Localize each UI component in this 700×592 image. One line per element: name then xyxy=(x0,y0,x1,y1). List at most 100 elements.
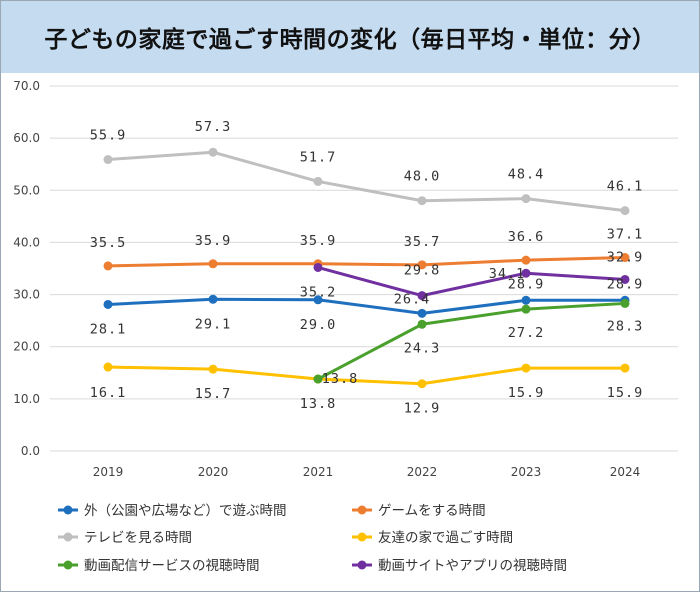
chart-title: 子どもの家庭で過ごす時間の変化（毎日平均・単位：分） xyxy=(44,27,656,53)
data-label: 46.1 xyxy=(607,179,644,195)
data-point xyxy=(103,362,113,372)
data-point xyxy=(103,299,113,309)
y-tick-label: 50.0 xyxy=(13,183,40,197)
series-line xyxy=(317,301,626,381)
data-label: 13.8 xyxy=(322,371,359,387)
gridlines xyxy=(50,85,678,452)
legend-marker xyxy=(357,560,367,570)
data-point xyxy=(620,363,630,373)
data-label: 26.4 xyxy=(394,291,431,307)
y-axis: 0.0 10.0 20.0 30.0 40.0 50.0 60.0 70.0 xyxy=(13,79,40,458)
data-label: 16.1 xyxy=(90,385,127,401)
series-line xyxy=(107,297,625,315)
data-point xyxy=(103,261,113,271)
y-tick-label: 40.0 xyxy=(13,235,40,249)
title-bar: 子どもの家庭で過ごす時間の変化（毎日平均・単位：分） xyxy=(1,1,699,73)
x-tick-label: 2021 xyxy=(303,465,334,479)
data-point xyxy=(620,298,630,308)
data-point xyxy=(417,379,427,389)
x-tick-label: 2023 xyxy=(511,465,542,479)
data-point xyxy=(417,291,427,301)
data-point xyxy=(521,363,531,373)
data-label: 24.3 xyxy=(404,340,441,356)
data-label: 35.9 xyxy=(300,233,337,249)
x-tick-label: 2024 xyxy=(610,465,641,479)
data-point xyxy=(313,374,323,384)
data-label: 28.9 xyxy=(508,276,545,292)
data-point xyxy=(521,268,531,278)
series-line xyxy=(317,266,626,298)
legend-marker xyxy=(63,505,73,515)
legend-marker xyxy=(357,532,367,542)
data-point xyxy=(313,176,323,186)
data-point xyxy=(417,260,427,270)
data-label: 15.9 xyxy=(607,385,644,401)
x-tick-label: 2020 xyxy=(198,465,229,479)
y-tick-label: 10.0 xyxy=(13,392,40,406)
y-tick-label: 30.0 xyxy=(13,288,40,302)
data-label: 13.8 xyxy=(300,396,337,412)
legend-marker xyxy=(63,532,73,542)
x-tick-label: 2022 xyxy=(407,465,438,479)
data-label: 29.0 xyxy=(300,317,337,333)
legend-marker xyxy=(357,505,367,515)
legend-label: 動画サイトやアプリの視聴時間 xyxy=(378,558,567,574)
data-label: 34.1 xyxy=(489,266,526,282)
data-label: 35.7 xyxy=(404,234,441,250)
data-label: 35.2 xyxy=(300,284,337,300)
legend-label: ゲームをする時間 xyxy=(378,503,486,519)
data-label: 28.3 xyxy=(607,318,644,334)
data-point xyxy=(208,294,218,304)
data-point xyxy=(521,304,531,314)
data-label: 12.9 xyxy=(404,401,441,417)
y-tick-label: 70.0 xyxy=(13,79,40,93)
y-tick-label: 0.0 xyxy=(21,444,40,458)
data-label: 15.7 xyxy=(195,386,232,402)
data-labels: 28.1 29.1 29.0 26.4 28.9 28.9 35.5 35.9 35.9 35.7… xyxy=(90,119,644,417)
data-label: 27.2 xyxy=(508,325,545,341)
data-label: 35.9 xyxy=(195,233,232,249)
legend-label: 外（公園や広場など）で遊ぶ時間 xyxy=(84,503,287,519)
data-label: 29.8 xyxy=(404,263,441,279)
data-label: 28.9 xyxy=(607,276,644,292)
data-point xyxy=(417,196,427,206)
data-point xyxy=(313,295,323,305)
data-label: 28.1 xyxy=(90,321,127,337)
data-label: 37.1 xyxy=(607,227,644,243)
data-point xyxy=(417,319,427,329)
data-label: 29.1 xyxy=(195,316,232,332)
x-tick-label: 2019 xyxy=(93,465,124,479)
data-point xyxy=(521,295,531,305)
data-point xyxy=(620,274,630,284)
data-point xyxy=(208,259,218,269)
data-point xyxy=(208,364,218,374)
data-point xyxy=(620,206,630,216)
legend-marker xyxy=(63,560,73,570)
data-label: 35.5 xyxy=(90,235,127,251)
data-point xyxy=(521,194,531,204)
x-axis: 2019 2020 2021 2022 2023 2024 xyxy=(93,465,641,479)
data-label: 57.3 xyxy=(195,119,232,135)
series-line xyxy=(107,256,626,268)
legend-label: 友達の家で過ごす時間 xyxy=(378,529,513,546)
data-point xyxy=(313,262,323,272)
y-tick-label: 60.0 xyxy=(13,131,40,145)
series-line xyxy=(107,365,625,386)
data-point xyxy=(417,308,427,318)
data-label: 48.4 xyxy=(508,167,545,183)
data-point xyxy=(103,155,113,165)
data-label: 36.6 xyxy=(508,229,545,245)
data-label: 32.9 xyxy=(607,249,644,265)
data-point xyxy=(620,253,630,263)
legend-label: 動画配信サービスの視聴時間 xyxy=(84,558,260,574)
data-point xyxy=(521,255,531,265)
data-label: 51.7 xyxy=(300,149,337,165)
series-line xyxy=(107,150,626,213)
data-point xyxy=(208,147,218,157)
data-label: 48.0 xyxy=(404,169,441,185)
data-label: 15.9 xyxy=(508,385,545,401)
y-tick-label: 20.0 xyxy=(13,340,40,354)
